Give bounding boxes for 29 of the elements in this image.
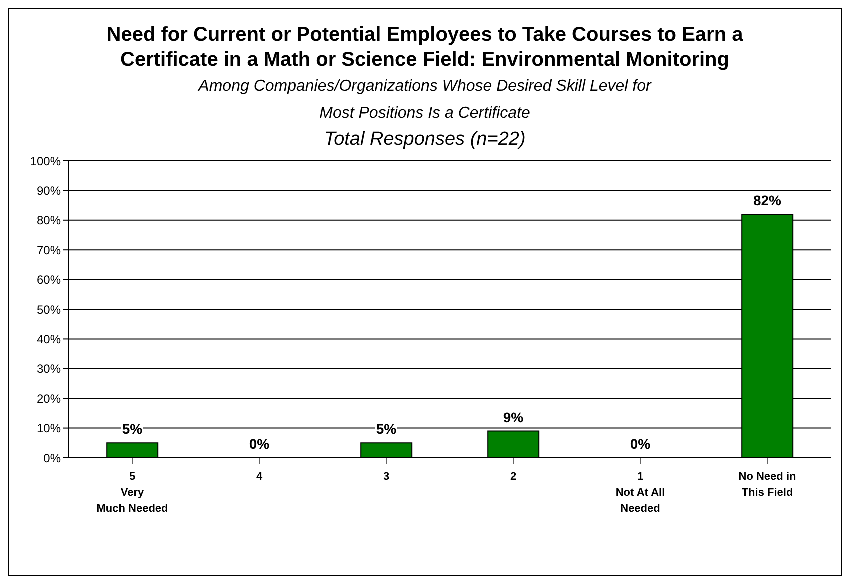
data-label: 82% bbox=[753, 192, 782, 208]
x-tick-label: 2 bbox=[510, 471, 517, 483]
y-tick-label: 90% bbox=[36, 184, 62, 198]
data-label: 0% bbox=[630, 436, 652, 452]
x-tick-label: 5 Very Much Needed bbox=[96, 471, 168, 515]
x-tick-label: 1 Not At All Needed bbox=[616, 471, 666, 515]
x-tick-label: 3 bbox=[383, 471, 390, 483]
chart-subtitle: Among Companies/Organizations Whose Desired Skill Level for Most Positions Is a Certificate bbox=[197, 77, 653, 124]
y-tick-label: 80% bbox=[36, 214, 62, 228]
data-label: 0% bbox=[249, 436, 270, 452]
y-tick-label: 60% bbox=[36, 273, 62, 288]
bar bbox=[106, 442, 159, 458]
text: Total Responses (n=22) bbox=[323, 128, 527, 152]
x-tick-label: 4 bbox=[256, 471, 264, 483]
data-label: 5% bbox=[376, 421, 398, 438]
y-tick-label: 100% bbox=[30, 154, 62, 168]
y-tick-label: 0% bbox=[44, 451, 62, 466]
y-tick-label: 70% bbox=[36, 243, 62, 258]
y-tick-label: 30% bbox=[36, 362, 62, 376]
data-label: 9% bbox=[503, 409, 524, 426]
y-tick-label: 10% bbox=[36, 422, 62, 436]
y-tick-label: 20% bbox=[36, 392, 62, 406]
data-label: 5% bbox=[122, 421, 144, 438]
bar bbox=[360, 442, 413, 458]
y-tick-label: 50% bbox=[36, 302, 62, 317]
chart-title: Need for Current or Potential Employees to Take Courses to Earn a Certificate in a Math or Science Field: Environmental Monitoring bbox=[106, 23, 744, 73]
x-tick-label: No Need in This Field bbox=[738, 471, 797, 499]
y-tick-label: 40% bbox=[36, 332, 62, 346]
bar bbox=[488, 430, 540, 458]
